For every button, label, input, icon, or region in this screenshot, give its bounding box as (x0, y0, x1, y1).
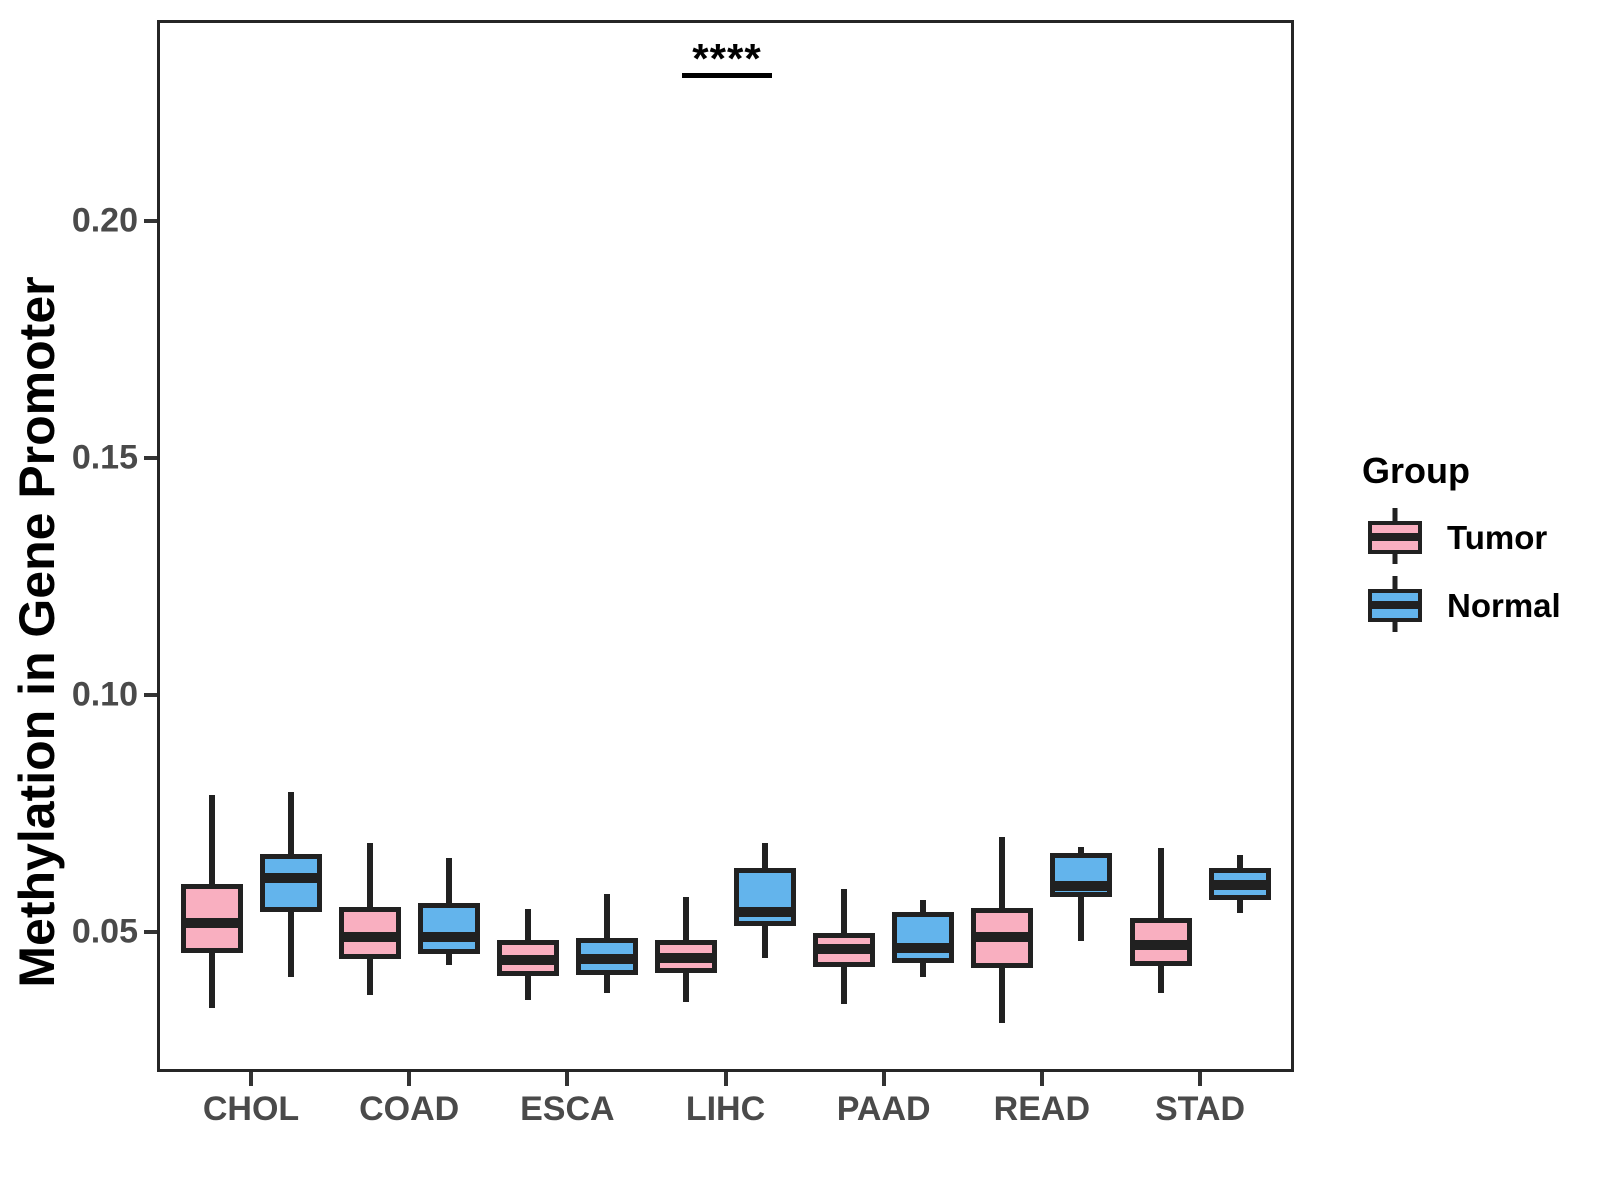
x-tick-mark (881, 1072, 886, 1086)
y-tick-label: 0.15 (71, 438, 138, 477)
boxplot-STAD-Normal-median (1213, 880, 1266, 890)
y-tick-label: 0.10 (71, 675, 138, 714)
y-tick-mark (144, 693, 157, 697)
boxplot-COAD-Normal-box (417, 903, 480, 954)
boxplot-COAD-Normal-median (422, 932, 475, 942)
x-tick-mark (407, 1072, 412, 1086)
legend-title: Group (1362, 450, 1470, 491)
boxplot-ESCA-Tumor-median (501, 955, 554, 965)
boxplot-READ-Tumor-median (976, 932, 1029, 942)
boxplot-PAAD-Normal-box (892, 912, 955, 963)
x-tick-label-LIHC: LIHC (685, 1090, 766, 1128)
y-tick-mark (144, 930, 157, 934)
x-tick-label-READ: READ (993, 1090, 1091, 1128)
boxplot-LIHC-Normal-median (739, 907, 791, 917)
boxplot-CHOL-Tumor-median (185, 918, 238, 928)
x-tick-mark (723, 1072, 728, 1086)
x-tick-label-COAD: COAD (359, 1090, 460, 1128)
x-tick-mark (565, 1072, 570, 1086)
y-tick-mark (144, 456, 157, 460)
legend-normal-median-icon (1372, 601, 1418, 609)
y-tick-label: 0.20 (71, 201, 138, 240)
plot-panel (157, 20, 1294, 1072)
boxplot-ESCA-Normal-median (580, 954, 633, 964)
legend-key-tumor (1368, 508, 1422, 564)
legend-key-normal (1368, 576, 1422, 632)
boxplot-COAD-Tumor-median (343, 932, 396, 942)
boxplot-LIHC-Normal-box (734, 868, 796, 926)
boxplot-CHOL-Normal-median (264, 873, 317, 883)
x-tick-label-ESCA: ESCA (520, 1090, 615, 1128)
boxplot-CHOL-Normal-box (259, 854, 322, 912)
boxplot-PAAD-Normal-median (897, 943, 950, 953)
x-tick-mark (1198, 1072, 1203, 1086)
legend-tumor-median-icon (1372, 533, 1418, 541)
legend-label-tumor: Tumor (1447, 519, 1548, 556)
x-tick-label-CHOL: CHOL (202, 1090, 300, 1128)
y-tick-mark (144, 219, 157, 223)
boxplot-LIHC-Tumor-median (660, 953, 712, 963)
x-tick-label-STAD: STAD (1155, 1090, 1246, 1128)
y-tick-label: 0.05 (71, 912, 138, 951)
significance-label: **** (692, 35, 762, 82)
x-tick-mark (249, 1072, 253, 1086)
x-tick-mark (1039, 1072, 1044, 1086)
x-tick-label-PAAD: PAAD (836, 1090, 931, 1128)
boxplot-PAAD-Tumor-median (818, 944, 871, 954)
y-axis-title: Methylation in Gene Promoter (9, 276, 65, 988)
boxplot-STAD-Tumor-median (1134, 940, 1187, 950)
significance-line (682, 73, 772, 78)
legend-label-normal: Normal (1447, 587, 1561, 624)
boxplot-READ-Normal-median (1055, 881, 1108, 891)
